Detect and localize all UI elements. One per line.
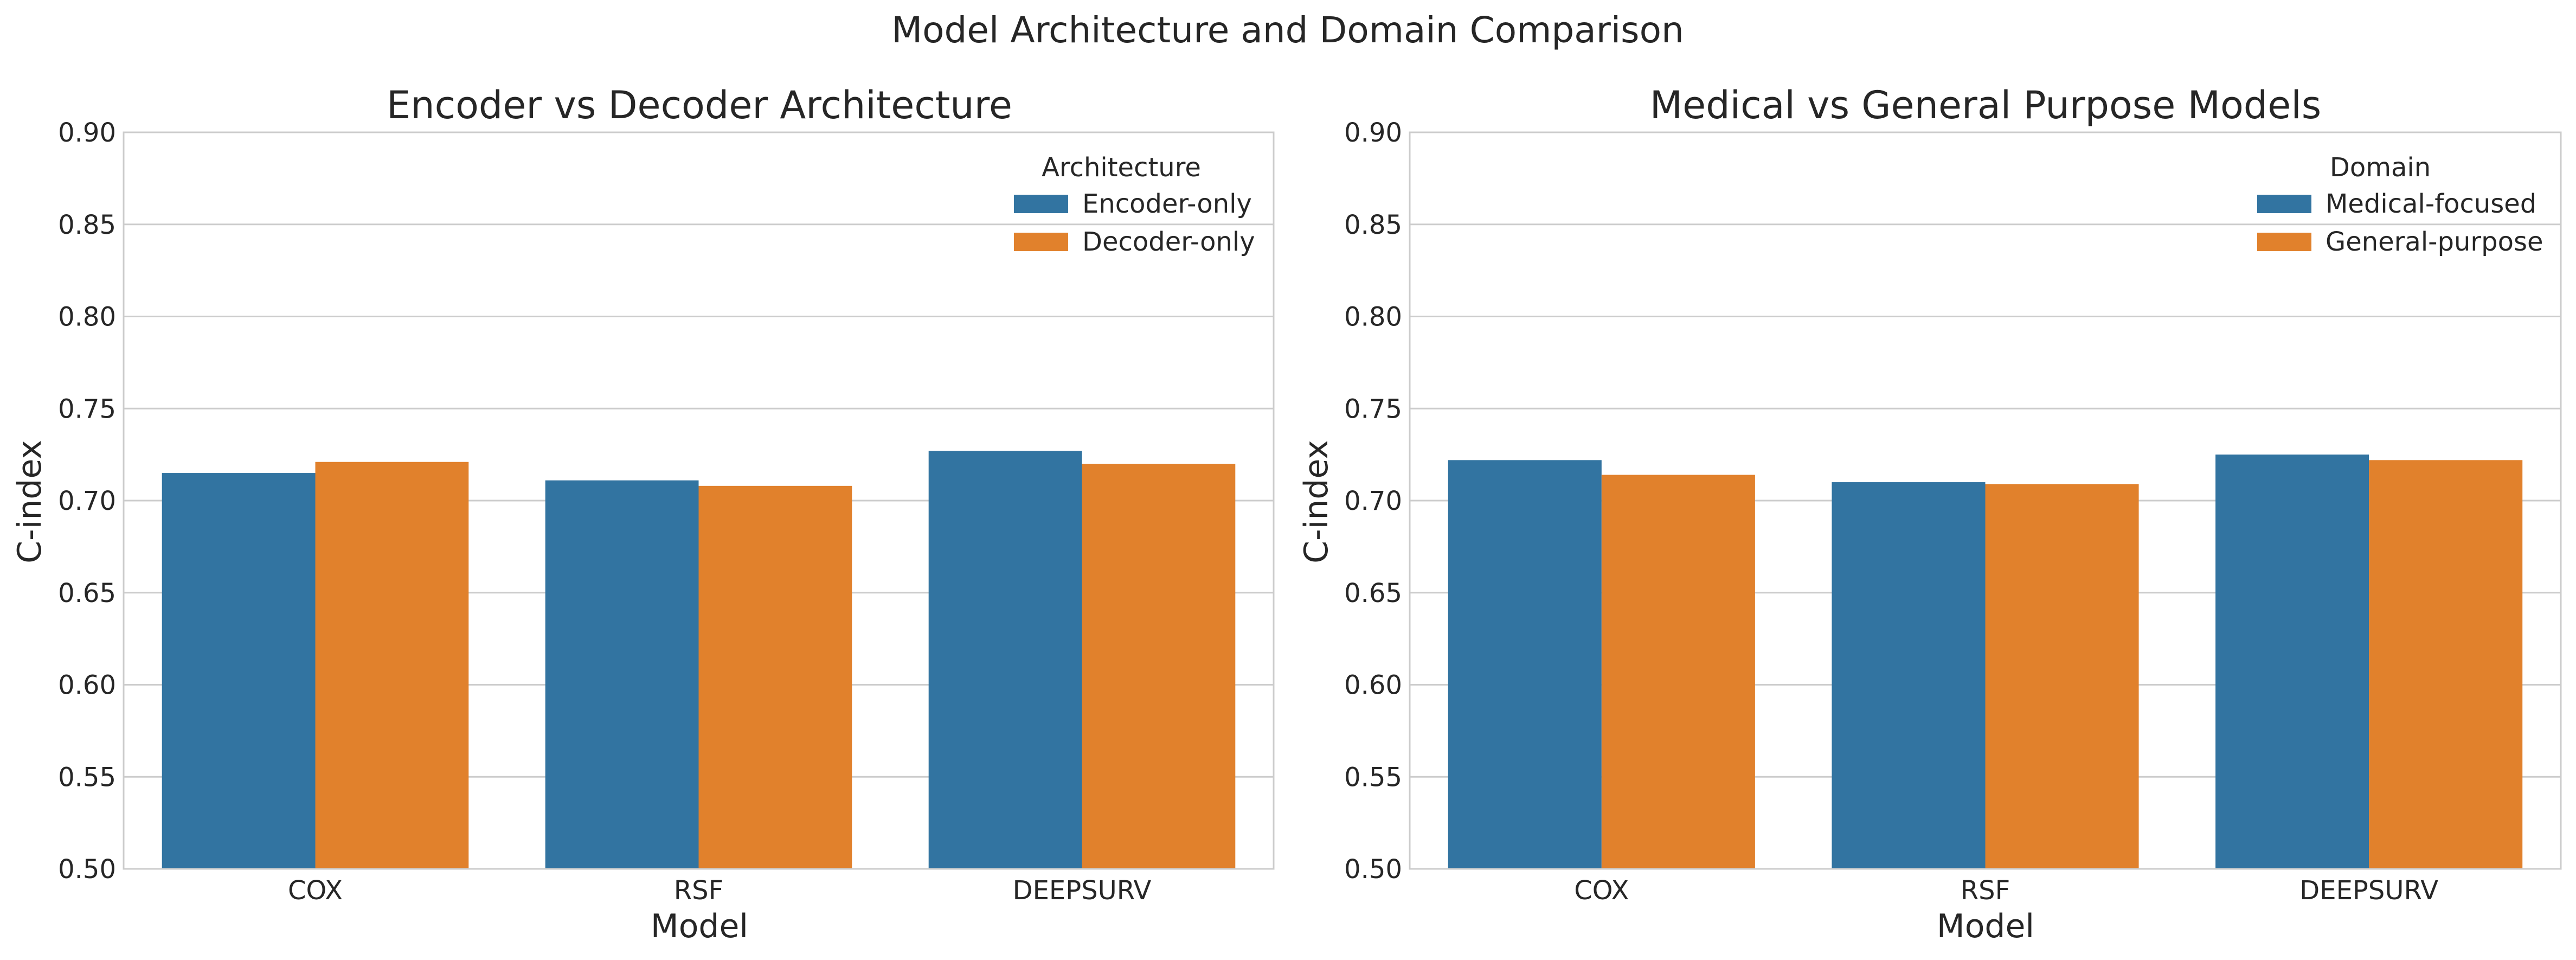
legend: Domain Medical-focused General-purpose xyxy=(2257,152,2543,257)
legend-swatch xyxy=(1014,195,1068,213)
y-tick-label: 0.75 xyxy=(58,394,116,424)
legend-label: General-purpose xyxy=(2326,227,2543,257)
bar-rsf-medical-focused xyxy=(1832,482,1986,869)
x-tick-label: DEEPSURV xyxy=(2299,875,2438,906)
legend-swatch xyxy=(2257,195,2311,213)
x-tick-label: RSF xyxy=(1961,875,2010,906)
y-tick-label: 0.55 xyxy=(58,762,116,792)
x-tick-label: COX xyxy=(1574,875,1629,906)
y-tick-label: 0.90 xyxy=(58,118,116,148)
bar-deepsurv-medical-focused xyxy=(2215,455,2369,869)
bar-deepsurv-decoder-only xyxy=(1082,464,1236,869)
legend-swatch xyxy=(2257,233,2311,251)
y-tick-label: 0.60 xyxy=(1344,670,1402,701)
legend-title: Architecture xyxy=(1042,152,1201,183)
y-tick-label: 0.90 xyxy=(1344,118,1402,148)
chart-panel-architecture: Encoder vs Decoder Architecture Model C-… xyxy=(11,83,1275,945)
y-tick-label: 0.60 xyxy=(58,670,116,701)
bar-cox-general-purpose xyxy=(1601,475,1755,869)
y-tick-label: 0.65 xyxy=(58,578,116,609)
axes-frame xyxy=(1409,131,2562,870)
y-tick-label: 0.65 xyxy=(1344,578,1402,609)
y-tick-label: 0.80 xyxy=(58,302,116,332)
x-tick-label: COX xyxy=(288,875,343,906)
figure-title: Model Architecture and Domain Comparison xyxy=(891,9,1684,51)
bar-cox-decoder-only xyxy=(315,462,469,869)
bar-rsf-general-purpose xyxy=(1985,484,2139,869)
y-tick-label: 0.50 xyxy=(58,854,116,885)
legend: Architecture Encoder-only Decoder-only xyxy=(1014,152,1255,257)
axes-frame xyxy=(123,131,1275,870)
y-tick-label: 0.70 xyxy=(1344,486,1402,516)
legend-label: Decoder-only xyxy=(1082,227,1255,257)
chart-title: Encoder vs Decoder Architecture xyxy=(387,83,1012,127)
bar-deepsurv-encoder-only xyxy=(928,451,1082,869)
y-axis-label: C-index xyxy=(1297,440,1335,564)
y-axis-label: C-index xyxy=(11,440,49,564)
bar-deepsurv-general-purpose xyxy=(2369,460,2523,869)
y-tick-label: 0.85 xyxy=(1344,210,1402,240)
chart-panel-domain: Medical vs General Purpose Models Model … xyxy=(1297,83,2562,945)
bar-rsf-decoder-only xyxy=(698,485,852,869)
bar-cox-encoder-only xyxy=(162,473,316,869)
x-tick-label: RSF xyxy=(674,875,723,906)
x-axis-label: Model xyxy=(1937,907,2034,945)
legend-label: Medical-focused xyxy=(2326,189,2536,219)
chart-title: Medical vs General Purpose Models xyxy=(1650,83,2322,127)
y-tick-label: 0.75 xyxy=(1344,394,1402,424)
x-tick-label: DEEPSURV xyxy=(1013,875,1152,906)
x-axis-label: Model xyxy=(651,907,748,945)
y-tick-label: 0.55 xyxy=(1344,762,1402,792)
y-tick-label: 0.50 xyxy=(1344,854,1402,885)
y-tick-label: 0.80 xyxy=(1344,302,1402,332)
legend-title: Domain xyxy=(2330,152,2431,183)
y-tick-label: 0.85 xyxy=(58,210,116,240)
bar-cox-medical-focused xyxy=(1448,460,1602,869)
bar-rsf-encoder-only xyxy=(545,480,699,869)
legend-label: Encoder-only xyxy=(1082,189,1252,219)
y-tick-label: 0.70 xyxy=(58,486,116,516)
legend-swatch xyxy=(1014,233,1068,251)
